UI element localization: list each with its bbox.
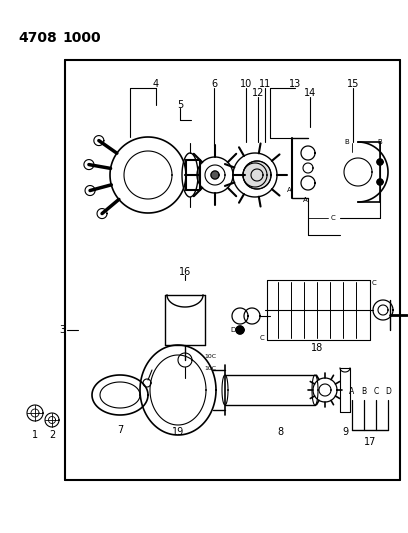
Text: 2: 2 <box>49 430 55 440</box>
Text: 10C: 10C <box>204 354 216 359</box>
Text: 9: 9 <box>342 427 348 437</box>
Text: 17: 17 <box>364 437 376 447</box>
Text: 4708: 4708 <box>18 31 57 45</box>
Text: 4: 4 <box>153 79 159 89</box>
Text: A: A <box>349 387 355 397</box>
Polygon shape <box>377 179 383 185</box>
Text: C: C <box>330 215 335 221</box>
Text: D: D <box>385 387 391 397</box>
Text: 1000: 1000 <box>62 31 101 45</box>
Text: C: C <box>372 280 376 286</box>
Text: 1: 1 <box>32 430 38 440</box>
Text: A: A <box>287 187 291 193</box>
Polygon shape <box>243 161 271 189</box>
Text: B: B <box>378 139 382 145</box>
Text: 8: 8 <box>277 427 283 437</box>
Text: B: B <box>361 387 366 397</box>
Text: 3: 3 <box>59 325 65 335</box>
Text: C: C <box>373 387 379 397</box>
Text: 18: 18 <box>311 343 323 353</box>
Text: 16: 16 <box>179 267 191 277</box>
Text: 12: 12 <box>252 88 264 98</box>
Text: 11: 11 <box>259 79 271 89</box>
Polygon shape <box>377 159 383 165</box>
Text: A: A <box>303 197 307 203</box>
Text: 14: 14 <box>304 88 316 98</box>
Text: 10: 10 <box>240 79 252 89</box>
Polygon shape <box>236 326 244 334</box>
Text: 15: 15 <box>347 79 359 89</box>
Text: 5: 5 <box>177 100 183 110</box>
Text: 6: 6 <box>211 79 217 89</box>
Text: 7: 7 <box>117 425 123 435</box>
Text: 19: 19 <box>172 427 184 437</box>
Text: 13: 13 <box>289 79 301 89</box>
Text: 10C: 10C <box>204 366 216 370</box>
Text: D: D <box>231 327 236 333</box>
Polygon shape <box>211 171 219 179</box>
Text: B: B <box>345 139 349 145</box>
Text: C: C <box>259 335 264 341</box>
